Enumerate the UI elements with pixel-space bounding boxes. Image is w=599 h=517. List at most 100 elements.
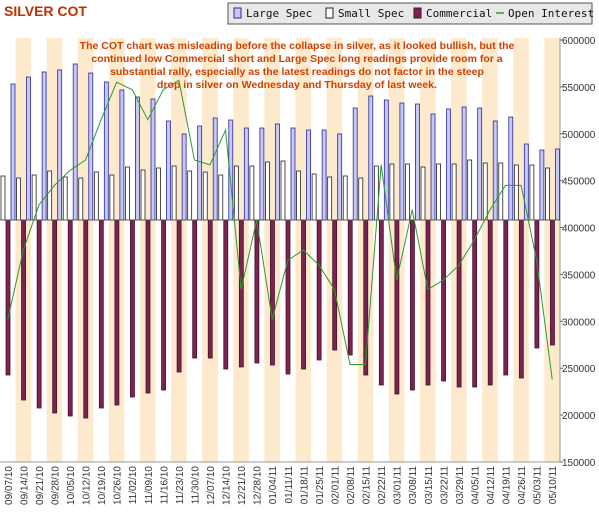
bar — [363, 219, 369, 376]
x-tick-label: 03/01/11 — [393, 466, 404, 505]
bar — [446, 108, 451, 221]
bar — [207, 219, 213, 359]
x-tick-label: 09/14/10 — [19, 466, 30, 505]
x-tick-label: 10/05/10 — [66, 466, 77, 505]
bar — [467, 159, 473, 221]
bar — [368, 95, 374, 221]
bar — [265, 161, 270, 221]
x-tick-label: 02/08/11 — [346, 466, 357, 505]
bar — [36, 219, 42, 409]
x-tick-label: 04/26/11 — [517, 466, 528, 505]
bar — [378, 219, 384, 386]
bar — [389, 163, 395, 221]
x-tick-label: 01/04/11 — [268, 466, 279, 505]
x-tick-label: 10/26/10 — [113, 466, 124, 505]
bar — [98, 219, 104, 409]
bar — [275, 123, 280, 221]
bar — [539, 149, 545, 221]
bar — [415, 103, 420, 221]
bar — [550, 219, 555, 346]
line — [7, 79, 553, 380]
bar — [171, 165, 177, 221]
bar — [243, 127, 249, 221]
bar — [223, 219, 229, 370]
bar — [10, 83, 16, 221]
x-tick-label: 11/16/10 — [159, 466, 170, 505]
annotation-line: continued low Commercial short and Large… — [91, 53, 502, 65]
x-tick-label: 09/28/10 — [50, 466, 61, 505]
bar — [135, 96, 140, 221]
x-tick-label: 12/28/10 — [253, 466, 264, 505]
bar — [21, 219, 26, 401]
y-tick-label: 150000 — [562, 458, 596, 469]
x-tick-label: 12/14/10 — [222, 466, 233, 505]
x-tick-label: 11/30/10 — [190, 466, 201, 505]
x-tick-label: 03/08/11 — [408, 466, 419, 505]
bar — [472, 219, 478, 388]
bar — [5, 219, 11, 376]
bar — [405, 163, 410, 221]
bar — [518, 219, 524, 379]
bar — [342, 175, 348, 221]
chart-title: SILVER COT — [4, 3, 87, 19]
x-tick-label: 05/10/11 — [548, 466, 559, 505]
bar — [451, 163, 457, 221]
bar — [358, 177, 364, 221]
bar — [513, 164, 519, 221]
bar — [150, 98, 156, 221]
bar — [461, 106, 467, 221]
bar — [352, 107, 358, 221]
bar — [125, 166, 130, 221]
bar — [166, 120, 171, 221]
bar — [233, 165, 239, 221]
bar — [555, 148, 560, 221]
bar — [280, 160, 286, 221]
bar — [394, 219, 400, 395]
y-tick-label: 550000 — [562, 83, 596, 94]
bar — [399, 102, 405, 221]
bar — [238, 219, 244, 368]
bar — [176, 219, 182, 373]
bar — [67, 219, 73, 417]
bar — [212, 117, 218, 221]
y-tick-label: 600000 — [562, 36, 596, 47]
x-tick-label: 09/07/10 — [4, 466, 15, 505]
bar — [430, 113, 436, 221]
legend-swatch — [233, 7, 242, 19]
bar — [270, 219, 275, 366]
bar — [482, 162, 488, 221]
bar — [456, 219, 462, 388]
plot — [0, 38, 563, 463]
annotation-line: substantial rally, especially as the lat… — [110, 66, 484, 78]
bar — [52, 219, 58, 414]
legend-swatch — [413, 7, 422, 19]
y-tick-label: 200000 — [562, 411, 596, 422]
annotation-line: drop in silver on Wednesday and Thursday… — [157, 79, 437, 91]
bar — [114, 219, 120, 406]
bar — [254, 219, 260, 364]
bar — [508, 116, 514, 221]
bar — [301, 219, 306, 370]
bar — [425, 219, 431, 386]
x-tick-label: 10/12/10 — [82, 466, 93, 505]
bar — [181, 133, 187, 221]
bar — [529, 164, 535, 221]
x-tick-label: 03/29/11 — [455, 466, 466, 505]
bar — [296, 170, 301, 221]
x-tick-label: 02/15/11 — [362, 466, 373, 505]
legend-label: Commercial — [426, 7, 492, 20]
legend: Large Spec Small Spec Commercial Open Inter… — [227, 2, 594, 25]
bar — [0, 175, 6, 221]
y-tick-label: 250000 — [562, 364, 596, 375]
annotation: The COT chart was misleading before the … — [80, 40, 515, 91]
bar — [259, 127, 265, 221]
bar — [290, 127, 296, 221]
x-tick-label: 11/02/10 — [128, 466, 139, 505]
bar — [327, 176, 333, 221]
bar — [311, 173, 317, 221]
legend-label: Open Interest — [508, 7, 594, 20]
bar — [492, 120, 498, 221]
bar — [316, 219, 322, 361]
bar — [93, 171, 99, 221]
